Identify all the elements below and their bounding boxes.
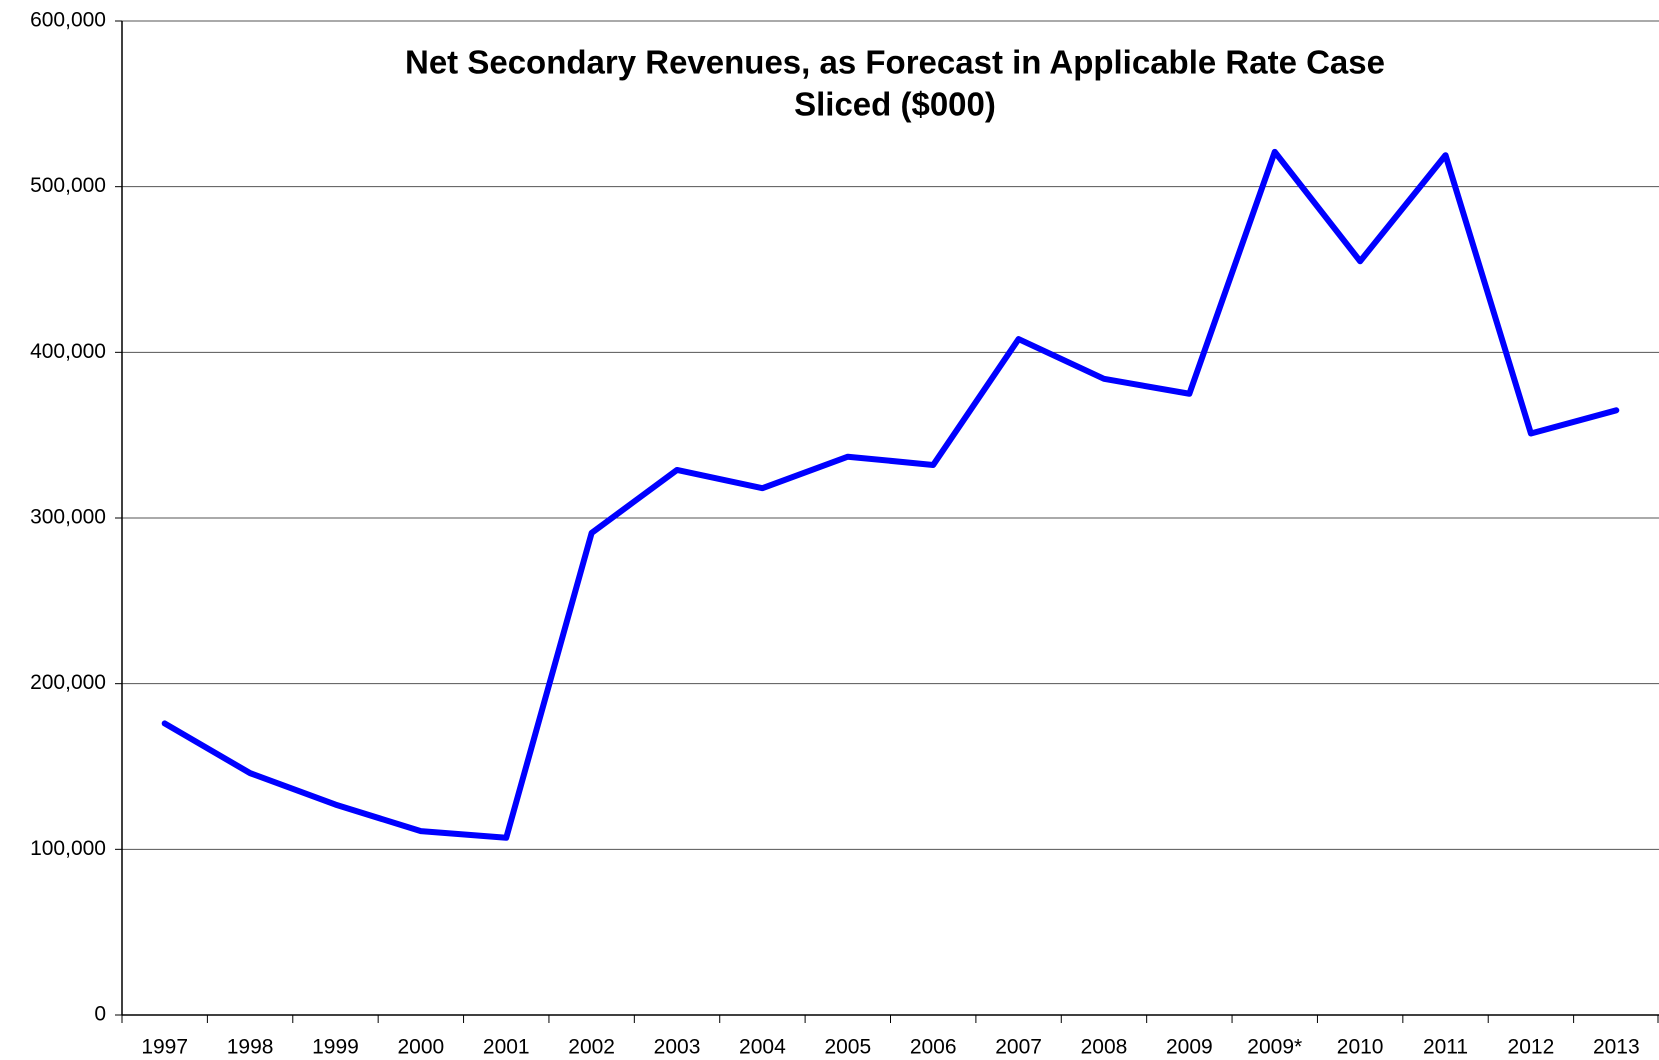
chart-title: Net Secondary Revenues, as Forecast in A… bbox=[405, 44, 1385, 81]
x-tick-label: 2000 bbox=[398, 1036, 445, 1059]
chart-title: Sliced ($000) bbox=[794, 86, 996, 123]
y-tick-label: 500,000 bbox=[30, 174, 106, 197]
y-tick-label: 200,000 bbox=[30, 671, 106, 694]
y-tick-label: 400,000 bbox=[30, 340, 106, 363]
x-tick-label: 2001 bbox=[483, 1036, 530, 1059]
x-tick-label: 2007 bbox=[995, 1036, 1042, 1059]
x-tick-label: 2004 bbox=[739, 1036, 786, 1059]
x-tick-label: 2008 bbox=[1081, 1036, 1128, 1059]
x-tick-label: 2013 bbox=[1593, 1036, 1640, 1059]
x-tick-label: 2009 bbox=[1166, 1036, 1213, 1059]
x-tick-label: 2005 bbox=[824, 1036, 871, 1059]
y-tick-label: 0 bbox=[94, 1003, 106, 1026]
x-tick-label: 1997 bbox=[141, 1036, 188, 1059]
x-tick-label: 2006 bbox=[910, 1036, 957, 1059]
data-line bbox=[161, 148, 1620, 841]
x-tick-label: 2010 bbox=[1337, 1036, 1384, 1059]
x-tick-label: 2012 bbox=[1508, 1036, 1555, 1059]
x-tick-label: 2003 bbox=[654, 1036, 701, 1059]
x-tick-label: 2009* bbox=[1247, 1036, 1302, 1059]
y-tick-label: 600,000 bbox=[30, 9, 106, 32]
y-tick-label: 100,000 bbox=[30, 837, 106, 860]
x-tick-label: 2011 bbox=[1423, 1036, 1468, 1059]
x-tick-label: 1998 bbox=[227, 1036, 274, 1059]
y-tick-label: 300,000 bbox=[30, 506, 106, 529]
x-tick-label: 2002 bbox=[568, 1036, 615, 1059]
x-tick-label: 1999 bbox=[312, 1036, 359, 1059]
